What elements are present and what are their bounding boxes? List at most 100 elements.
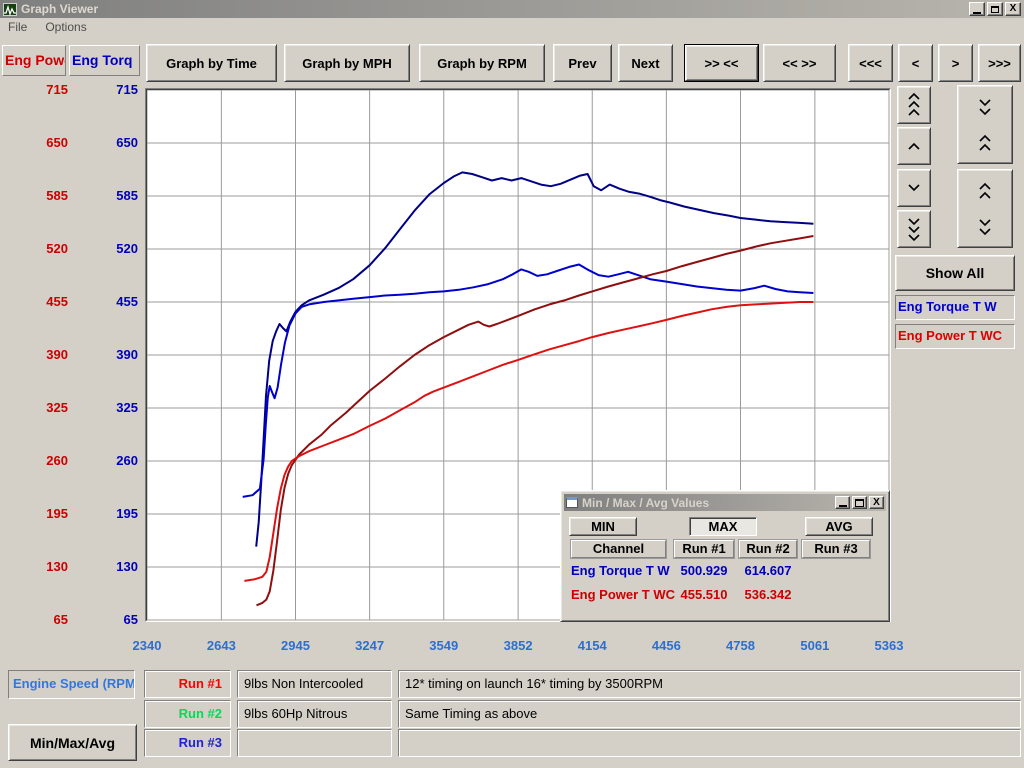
- scroll-left-button[interactable]: <: [898, 44, 933, 82]
- dialog-row-power-run1: 455.510: [680, 587, 728, 602]
- y-axis-torque-labels: 65 130 195 260 325 390 455 520 585 650 715: [74, 82, 138, 627]
- x-tick-label: 4456: [651, 638, 681, 653]
- y-tick-label-torque: 650: [116, 135, 138, 150]
- y-tick-label-torque: 455: [116, 294, 138, 309]
- x-channel-box[interactable]: Engine Speed (RPM: [8, 670, 135, 699]
- window-title: Graph Viewer: [21, 2, 99, 16]
- curve-run-1-eng-power-t-wc: [244, 301, 814, 582]
- app-icon: [3, 2, 17, 16]
- dialog-header-run1: Run #1: [674, 540, 734, 558]
- next-button[interactable]: Next: [618, 44, 673, 82]
- run2-label: Run #2: [144, 700, 231, 728]
- curve-run-2-eng-torque-t-w: [255, 171, 814, 547]
- x-tick-label: 2945: [281, 638, 310, 653]
- restore-icon: [991, 5, 999, 13]
- minmaxavg-button[interactable]: Min/Max/Avg: [8, 724, 137, 761]
- y-tick-label-torque: 520: [116, 241, 138, 256]
- curve-run-2-eng-power-t-wc: [256, 235, 814, 607]
- min-button[interactable]: MIN: [569, 517, 637, 536]
- dialog-minimize-button[interactable]: [835, 496, 850, 509]
- y-tick-label-torque: 715: [116, 82, 138, 97]
- menu-options[interactable]: Options: [45, 20, 87, 34]
- run3-description-field[interactable]: [237, 729, 392, 757]
- graph-by-time-button[interactable]: Graph by Time: [146, 44, 277, 82]
- graph-by-mph-button[interactable]: Graph by MPH: [284, 44, 410, 82]
- y-tick-label-torque: 585: [116, 188, 138, 203]
- y-tick-label-torque: 195: [116, 506, 138, 521]
- power-channel-legend[interactable]: Eng Power T WC: [895, 324, 1015, 349]
- scroll-down-fast-button[interactable]: [897, 210, 931, 248]
- torque-axis-channel-box[interactable]: Eng Torq: [69, 45, 140, 76]
- graph-by-rpm-button[interactable]: Graph by RPM: [419, 44, 545, 82]
- scroll-right-fast-button[interactable]: >>>: [978, 44, 1021, 82]
- dialog-close-icon: X: [873, 496, 880, 508]
- dialog-maximize-button[interactable]: [852, 496, 867, 509]
- chevron-down-icon: [908, 184, 920, 192]
- x-tick-label: 5061: [800, 638, 830, 653]
- dialog-header-run2: Run #2: [739, 540, 797, 558]
- x-tick-label: 3247: [355, 638, 385, 653]
- torque-channel-legend[interactable]: Eng Torque T W: [895, 295, 1015, 320]
- minimize-icon: [973, 11, 981, 14]
- menu-file[interactable]: File: [8, 20, 28, 34]
- restore-button[interactable]: [987, 2, 1003, 16]
- minimize-button[interactable]: [969, 2, 985, 16]
- x-tick-label: 4154: [577, 638, 607, 653]
- zoom-in-vertical-button[interactable]: [957, 85, 1013, 164]
- form-icon: [566, 497, 578, 508]
- run3-comment-field[interactable]: [398, 729, 1021, 757]
- dialog-row-torque-channel: Eng Torque T W: [571, 563, 670, 578]
- minmaxavg-dialog: Min / Max / Avg Values X MIN MAX AVG Cha…: [560, 490, 890, 622]
- y-tick-label-power: 715: [46, 82, 68, 97]
- max-button[interactable]: MAX: [689, 517, 757, 536]
- title-bar: Graph Viewer X: [0, 0, 1024, 18]
- prev-button[interactable]: Prev: [553, 44, 612, 82]
- scroll-up-button[interactable]: [897, 127, 931, 165]
- y-tick-label-power: 455: [46, 294, 68, 309]
- scroll-right-button[interactable]: >: [938, 44, 973, 82]
- y-tick-label-torque: 325: [116, 400, 138, 415]
- menu-bar: File Options: [0, 18, 1024, 36]
- x-tick-label: 3549: [429, 638, 459, 653]
- y-tick-label-power: 65: [53, 612, 68, 627]
- y-tick-label-torque: 130: [116, 559, 138, 574]
- dialog-row-power-channel: Eng Power T WC: [571, 587, 675, 602]
- close-button[interactable]: X: [1005, 2, 1021, 16]
- close-icon: X: [1009, 3, 1017, 14]
- curve-run-1-eng-torque-t-w: [242, 263, 814, 498]
- y-tick-label-torque: 260: [116, 453, 138, 468]
- dialog-title: Min / Max / Avg Values: [582, 495, 710, 510]
- chevron-up-icon: [908, 142, 920, 150]
- y-tick-label-power: 130: [46, 559, 68, 574]
- run1-description-field[interactable]: 9lbs Non Intercooled: [237, 670, 392, 698]
- show-all-button[interactable]: Show All: [895, 255, 1015, 291]
- y-tick-label-power: 325: [46, 400, 68, 415]
- run2-comment-field[interactable]: Same Timing as above: [398, 700, 1021, 728]
- y-tick-label-power: 650: [46, 135, 68, 150]
- x-tick-label: 3852: [503, 638, 533, 653]
- zoom-out-horizontal-button[interactable]: << >>: [763, 44, 836, 82]
- scroll-down-button[interactable]: [897, 169, 931, 207]
- scroll-left-fast-button[interactable]: <<<: [848, 44, 893, 82]
- y-axis-power-labels: 65 130 195 260 325 390 455 520 585 650 715: [4, 82, 68, 627]
- dialog-row-torque-run1: 500.929: [680, 563, 728, 578]
- zoom-in-horizontal-button[interactable]: >> <<: [685, 45, 758, 81]
- zoom-out-vertical-button[interactable]: [957, 169, 1013, 248]
- triple-chevron-up-icon: [908, 92, 920, 116]
- power-axis-channel-box[interactable]: Eng Powe: [2, 45, 66, 76]
- dialog-row-power-run2: 536.342: [744, 587, 792, 602]
- x-tick-label: 5363: [874, 638, 904, 653]
- scroll-up-fast-button[interactable]: [897, 86, 931, 124]
- avg-button[interactable]: AVG: [805, 517, 873, 536]
- run3-label: Run #3: [144, 729, 231, 757]
- dialog-title-bar: Min / Max / Avg Values X: [564, 494, 886, 511]
- dialog-header-channel: Channel: [571, 540, 666, 558]
- chevrons-inward-vertical-icon: [979, 98, 991, 151]
- dialog-close-button[interactable]: X: [869, 496, 884, 509]
- dialog-header-run3: Run #3: [802, 540, 870, 558]
- run2-description-field[interactable]: 9lbs 60Hp Nitrous: [237, 700, 392, 728]
- y-tick-label-power: 390: [46, 347, 68, 362]
- y-tick-label-torque: 390: [116, 347, 138, 362]
- run1-comment-field[interactable]: 12* timing on launch 16* timing by 3500R…: [398, 670, 1021, 698]
- y-tick-label-power: 195: [46, 506, 68, 521]
